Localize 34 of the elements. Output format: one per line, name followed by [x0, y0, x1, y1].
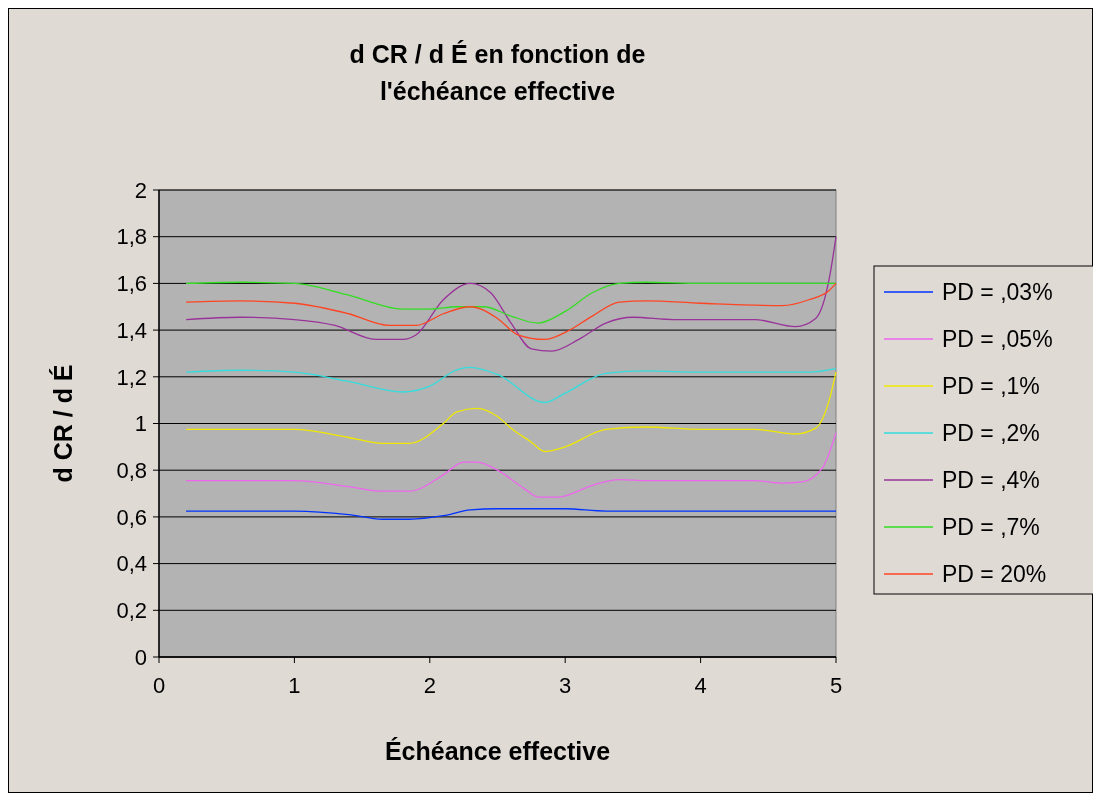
- y-tick-label: 1,8: [116, 224, 147, 250]
- y-tick-label: 1,2: [116, 364, 147, 390]
- y-tick-label: 2: [134, 177, 147, 203]
- line-series: [185, 366, 837, 404]
- x-tick-label: 4: [694, 673, 707, 698]
- legend-label: PD = 20%: [942, 561, 1047, 588]
- x-tick-label: 5: [829, 673, 843, 698]
- x-tick-label: 3: [559, 673, 572, 698]
- line-series: [185, 236, 837, 352]
- x-tick-label: 1: [288, 673, 301, 698]
- y-tick-label: 0,4: [116, 551, 147, 577]
- y-axis-title: d CR / d É: [49, 364, 77, 483]
- line-series: [185, 371, 837, 453]
- legend-label: PD = ,05%: [942, 326, 1053, 353]
- legend-label: PD = ,7%: [942, 514, 1040, 541]
- y-tick-label: 1,6: [116, 271, 147, 297]
- legend-label: PD = ,2%: [942, 420, 1040, 447]
- x-axis-title: Échéance effective: [384, 737, 611, 765]
- x-tick-label: 0: [152, 673, 166, 698]
- legend-label: PD = ,03%: [942, 279, 1053, 306]
- y-tick-label: 0: [134, 644, 147, 670]
- y-tick-label: 0,6: [116, 504, 147, 530]
- chart-title: d CR / d É en fonction de l'échéance effective: [349, 40, 646, 105]
- x-tick-label: 2: [423, 673, 436, 698]
- line-series: [185, 432, 837, 498]
- legend-label: PD = ,4%: [942, 467, 1040, 494]
- line-series: [185, 281, 837, 324]
- y-tick-label: 1,4: [116, 317, 147, 343]
- y-tick-label: 1: [134, 411, 147, 437]
- line-series: [185, 282, 837, 341]
- legend-label: PD = ,1%: [942, 373, 1040, 400]
- line-series: [185, 508, 837, 520]
- y-tick-label: 0,2: [116, 598, 147, 623]
- y-tick-label: 0,8: [116, 457, 147, 483]
